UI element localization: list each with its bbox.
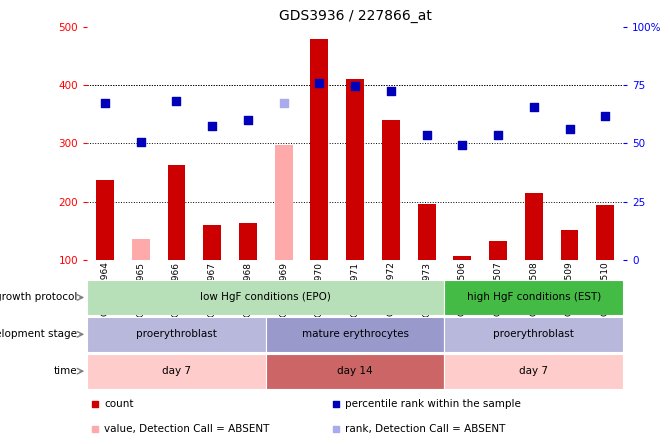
Point — [331, 425, 342, 432]
Bar — [346, 79, 364, 260]
Bar — [596, 205, 614, 260]
Bar — [382, 120, 400, 260]
Bar — [444, 280, 623, 315]
Text: value, Detection Call = ABSENT: value, Detection Call = ABSENT — [105, 424, 269, 434]
Bar — [132, 238, 149, 260]
Bar — [275, 145, 293, 260]
Bar — [444, 354, 623, 388]
Text: high HgF conditions (EST): high HgF conditions (EST) — [466, 293, 601, 302]
Bar — [87, 354, 266, 388]
Text: day 7: day 7 — [162, 366, 191, 376]
Point — [207, 123, 218, 130]
Bar — [444, 317, 623, 352]
Text: day 14: day 14 — [337, 366, 373, 376]
Text: time: time — [54, 366, 77, 376]
Text: percentile rank within the sample: percentile rank within the sample — [346, 400, 521, 409]
Bar — [96, 180, 114, 260]
Text: growth protocol: growth protocol — [0, 293, 77, 302]
Point — [492, 131, 503, 138]
Bar — [203, 225, 221, 260]
Point — [385, 87, 396, 95]
Title: GDS3936 / 227866_at: GDS3936 / 227866_at — [279, 9, 431, 23]
Bar — [266, 317, 444, 352]
Point — [90, 401, 100, 408]
Text: rank, Detection Call = ABSENT: rank, Detection Call = ABSENT — [346, 424, 506, 434]
Text: proerythroblast: proerythroblast — [136, 329, 217, 339]
Point — [135, 139, 146, 146]
Point — [529, 103, 539, 111]
Point — [171, 98, 182, 105]
Bar — [454, 256, 471, 260]
Bar — [417, 203, 436, 260]
Point — [421, 131, 432, 138]
Point — [600, 112, 610, 119]
Point — [243, 116, 253, 123]
Bar — [310, 40, 328, 260]
Bar — [561, 230, 578, 260]
Text: low HgF conditions (EPO): low HgF conditions (EPO) — [200, 293, 331, 302]
Point — [350, 83, 360, 90]
Bar — [266, 354, 444, 388]
Bar — [87, 280, 444, 315]
Point — [457, 141, 468, 148]
Text: mature erythrocytes: mature erythrocytes — [302, 329, 409, 339]
Point — [278, 99, 289, 106]
Point — [314, 80, 325, 87]
Text: count: count — [105, 400, 134, 409]
Bar — [168, 165, 186, 260]
Bar — [239, 223, 257, 260]
Bar — [489, 241, 507, 260]
Point — [331, 401, 342, 408]
Point — [564, 125, 575, 132]
Bar — [525, 193, 543, 260]
Point — [100, 99, 111, 106]
Text: proerythroblast: proerythroblast — [493, 329, 574, 339]
Text: development stage: development stage — [0, 329, 77, 339]
Bar — [87, 317, 266, 352]
Text: day 7: day 7 — [519, 366, 548, 376]
Point — [90, 425, 100, 432]
